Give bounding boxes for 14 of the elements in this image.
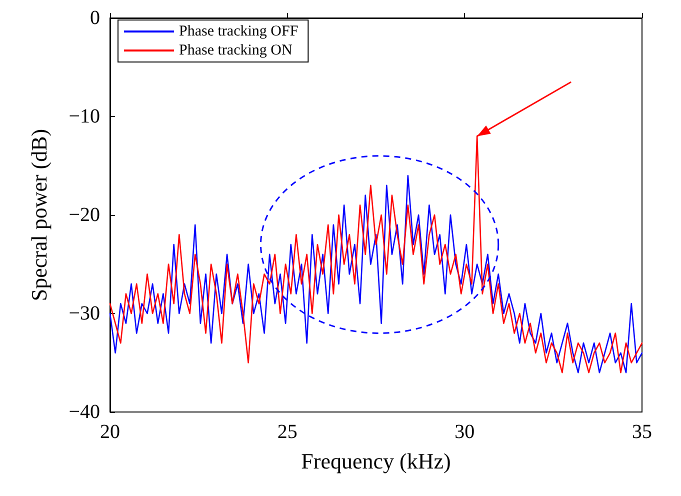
legend-label: Phase tracking OFF [179, 24, 298, 40]
y-tick-label: −40 [68, 401, 100, 423]
x-tick-label: 30 [454, 421, 475, 443]
line-series [109, 174, 643, 374]
y-tick-label: −20 [68, 204, 100, 226]
y-axis-title: Specral power (dB) [26, 128, 52, 302]
x-tick-label: 35 [632, 421, 652, 443]
y-tick-label: 0 [90, 7, 100, 29]
y-tick-label: −10 [68, 106, 100, 128]
x-axis-title: Frequency (kHz) [301, 448, 451, 474]
x-tick-label: 25 [277, 421, 298, 443]
y-tick-label: −30 [68, 302, 100, 324]
x-tick-label: 20 [100, 421, 120, 443]
legend-label: Phase tracking ON [179, 42, 292, 58]
